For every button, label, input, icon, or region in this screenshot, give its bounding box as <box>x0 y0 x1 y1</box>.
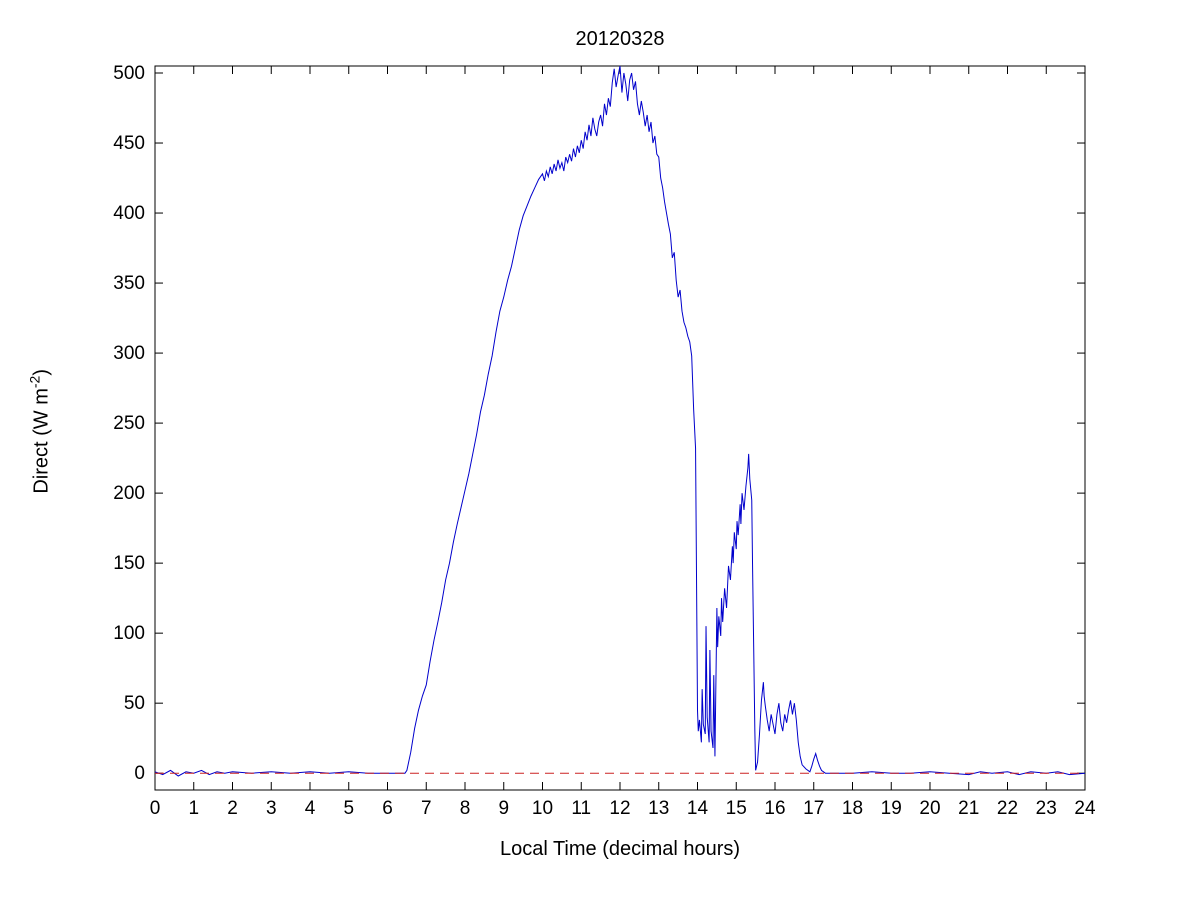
x-tick-label: 23 <box>1036 798 1057 819</box>
x-tick-label: 9 <box>498 798 509 819</box>
x-tick-label: 21 <box>958 798 979 819</box>
y-tick-label: 400 <box>113 203 145 224</box>
x-tick-label: 3 <box>266 798 277 819</box>
x-tick-label: 4 <box>305 798 316 819</box>
y-tick-label: 100 <box>113 623 145 644</box>
x-tick-label: 1 <box>188 798 199 819</box>
x-tick-label: 15 <box>726 798 747 819</box>
axis-box <box>154 65 1086 791</box>
x-tick-label: 11 <box>571 798 591 819</box>
y-tick-label: 0 <box>134 763 145 784</box>
x-axis-label: Local Time (decimal hours) <box>499 838 741 860</box>
x-tick-label: 8 <box>460 798 471 819</box>
y-tick-label: 250 <box>113 413 145 434</box>
x-tick-label: 10 <box>532 798 553 819</box>
x-tick-label: 7 <box>421 798 432 819</box>
y-tick-label: 450 <box>113 133 145 154</box>
x-tick-label: 24 <box>1074 798 1096 819</box>
y-tick-label: 500 <box>113 63 145 84</box>
y-tick-label: 50 <box>124 693 145 714</box>
x-tick-label: 16 <box>764 798 785 819</box>
y-tick-label: 200 <box>113 483 145 504</box>
y-axis-label-exponent: -2 <box>26 375 43 389</box>
y-tick-label: 150 <box>113 553 145 574</box>
x-tick-label: 17 <box>803 798 824 819</box>
x-tick-label: 13 <box>648 798 669 819</box>
y-axis-label: Direct (W m-2) <box>27 231 54 631</box>
x-tick-label: 18 <box>842 798 863 819</box>
x-tick-label: 19 <box>881 798 902 819</box>
y-tick-label: 350 <box>113 273 145 294</box>
x-tick-label: 20 <box>919 798 940 819</box>
series-direct-irradiance <box>154 65 1086 777</box>
x-tick-label: 2 <box>227 798 238 819</box>
y-axis-label-prefix: Direct (W m <box>30 388 53 494</box>
x-tick-label: 5 <box>343 798 354 819</box>
x-tick-label: 12 <box>609 798 630 819</box>
x-tick-label: 22 <box>997 798 1018 819</box>
plot-title: 20120328 <box>575 28 665 50</box>
x-tick-label: 0 <box>150 798 161 819</box>
x-tick-label: 14 <box>687 798 709 819</box>
y-tick-label: 300 <box>113 343 145 364</box>
x-tick-label: 6 <box>382 798 393 819</box>
y-axis-label-suffix: ) <box>30 369 53 376</box>
